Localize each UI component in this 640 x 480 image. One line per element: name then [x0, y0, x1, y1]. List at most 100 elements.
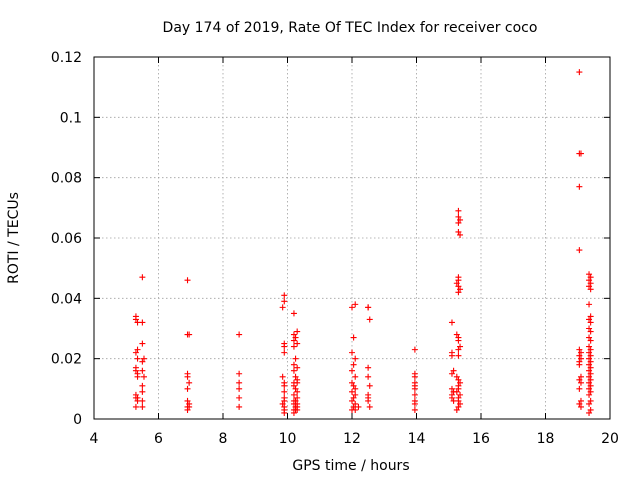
data-point: [453, 406, 460, 413]
data-point: [184, 277, 191, 284]
data-point: [411, 385, 418, 392]
data-point: [457, 286, 464, 293]
data-point: [576, 150, 583, 157]
data-point: [236, 370, 243, 377]
data-point: [294, 364, 301, 371]
data-point: [586, 271, 593, 278]
data-point: [586, 325, 593, 332]
data-point: [236, 403, 243, 410]
data-point: [457, 391, 464, 398]
data-point: [139, 319, 146, 326]
data-point: [586, 301, 593, 308]
data-point: [587, 376, 594, 383]
data-point: [290, 391, 297, 398]
data-point: [281, 292, 288, 299]
x-tick-label: 6: [154, 431, 163, 447]
data-point: [587, 337, 594, 344]
data-point: [586, 334, 593, 341]
data-point: [450, 367, 457, 374]
data-point: [132, 316, 139, 323]
data-point: [587, 319, 594, 326]
data-point: [587, 346, 594, 353]
data-point: [455, 376, 462, 383]
chart-title: Day 174 of 2019, Rate Of TEC Index for r…: [163, 20, 538, 36]
data-point: [290, 343, 297, 350]
data-point: [457, 379, 464, 386]
data-point: [587, 406, 594, 413]
data-point: [140, 373, 147, 380]
data-point: [281, 343, 288, 350]
x-tick-label: 16: [472, 431, 490, 447]
data-point: [586, 373, 593, 380]
data-point: [281, 349, 288, 356]
data-point: [411, 400, 418, 407]
data-point: [586, 316, 593, 323]
data-point: [448, 394, 455, 401]
data-point: [586, 409, 593, 416]
data-point: [292, 334, 299, 341]
data-point: [586, 283, 593, 290]
y-axis-label: ROTI / TECUs: [6, 192, 22, 284]
data-point: [366, 382, 373, 389]
data-point: [576, 183, 583, 190]
data-point: [586, 355, 593, 362]
data-point: [349, 397, 355, 404]
data-point: [290, 337, 297, 344]
data-point: [350, 394, 357, 401]
data-point: [587, 358, 594, 365]
data-point: [455, 385, 462, 392]
data-point: [587, 364, 594, 371]
data-point: [139, 388, 146, 395]
data-point: [139, 397, 146, 404]
data-point: [455, 403, 462, 410]
data-point: [294, 340, 301, 347]
data-point: [139, 274, 146, 281]
data-point: [586, 343, 593, 350]
data-point: [134, 355, 141, 362]
data-point: [586, 385, 593, 392]
data-point: [132, 403, 139, 410]
data-point: [134, 346, 141, 353]
data-point: [453, 331, 460, 338]
data-point: [457, 400, 464, 407]
data-point: [587, 397, 594, 404]
y-tick-label: 0.04: [51, 291, 82, 307]
data-point: [587, 313, 594, 320]
data-point: [349, 367, 355, 374]
data-point: [448, 385, 455, 392]
data-point: [365, 304, 372, 311]
data-point: [448, 352, 455, 359]
data-point: [576, 361, 583, 368]
y-tick-label: 0.1: [60, 110, 82, 126]
data-point: [290, 409, 297, 416]
data-point: [140, 355, 147, 362]
data-point: [577, 349, 584, 356]
data-point: [587, 286, 594, 293]
data-point: [586, 349, 593, 356]
data-point: [576, 352, 583, 359]
data-point: [586, 367, 593, 374]
x-tick-label: 8: [219, 431, 228, 447]
data-point: [349, 388, 355, 395]
data-point: [236, 331, 243, 338]
axis-ticks: 4 6 8 10 12 14 16 18 20 0 0.02 0.04 0.06 0.08 0.1 0.12: [51, 50, 619, 447]
data-point: [281, 409, 288, 416]
data-point: [279, 304, 286, 311]
data-point: [455, 289, 462, 296]
data-point: [349, 379, 355, 386]
data-point: [134, 373, 141, 380]
data-point: [290, 310, 297, 317]
data-point: [139, 340, 146, 347]
data-point: [292, 373, 299, 380]
data-point: [292, 355, 299, 362]
data-point: [294, 394, 301, 401]
data-point: [352, 406, 359, 413]
data-point: [576, 400, 583, 407]
data-point: [139, 367, 146, 374]
data-point: [352, 373, 359, 380]
data-point: [448, 370, 455, 377]
data-point: [184, 406, 191, 413]
data-point: [350, 382, 357, 389]
data-point: [586, 361, 593, 368]
y-tick-label: 0.02: [51, 352, 82, 368]
